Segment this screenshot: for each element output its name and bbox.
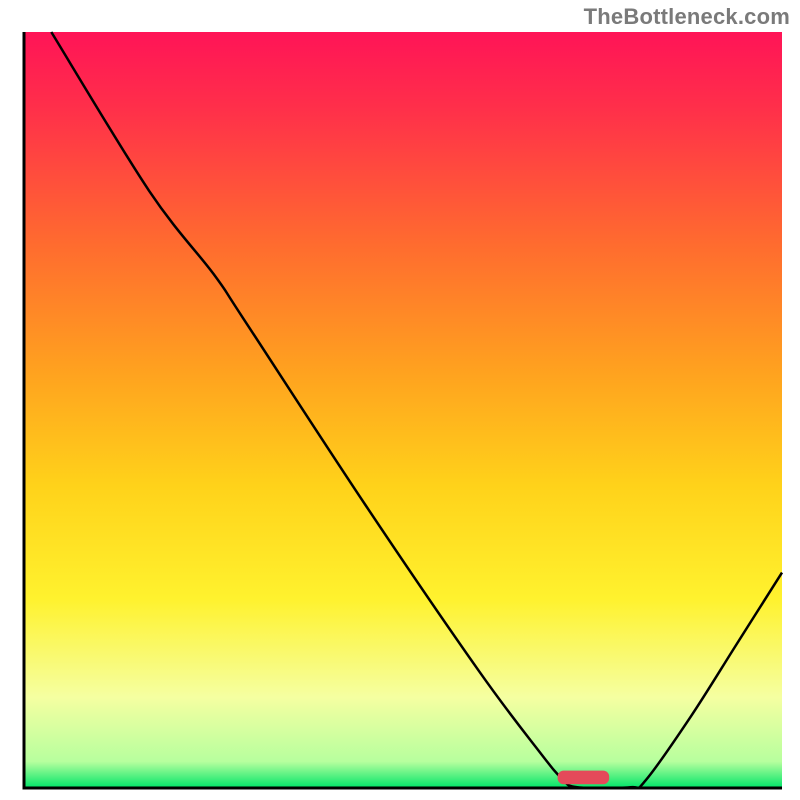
optimal-marker — [558, 771, 610, 785]
bottleneck-chart — [0, 0, 800, 800]
chart-plot-area — [24, 32, 782, 788]
